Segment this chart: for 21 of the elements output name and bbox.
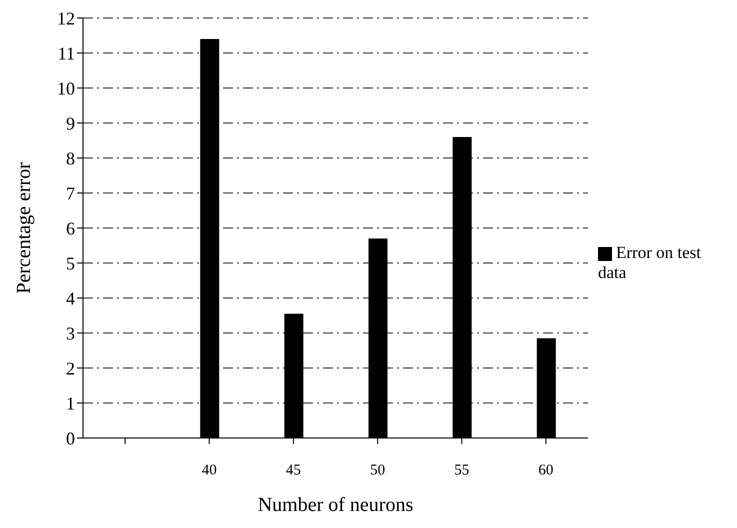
y-tick-label: 6 xyxy=(66,218,75,238)
y-tick-label: 9 xyxy=(66,113,75,134)
x-tick-label: 60 xyxy=(538,462,554,479)
y-tick-label: 3 xyxy=(66,323,75,344)
y-tick-label: 0 xyxy=(66,428,75,448)
x-axis-title: Number of neurons xyxy=(258,494,414,516)
y-tick-label: 5 xyxy=(66,253,75,274)
legend-label: Error on test data xyxy=(598,243,701,282)
y-tick-label: 7 xyxy=(66,183,75,204)
y-tick-label: 4 xyxy=(66,288,75,308)
y-tick-label: 12 xyxy=(57,8,75,28)
y-tick-label: 10 xyxy=(57,78,75,98)
x-tick-label: 40 xyxy=(202,462,217,479)
x-tick-label: 55 xyxy=(454,462,470,479)
y-tick-label: 2 xyxy=(66,358,75,378)
x-tick-label: 45 xyxy=(286,462,301,479)
y-tick-label: 1 xyxy=(66,393,75,414)
y-tick-label: 11 xyxy=(58,43,75,64)
y-axis-title: Percentage error xyxy=(13,162,36,294)
y-tick-label: 8 xyxy=(66,148,75,168)
x-tick-label: 50 xyxy=(370,462,386,479)
